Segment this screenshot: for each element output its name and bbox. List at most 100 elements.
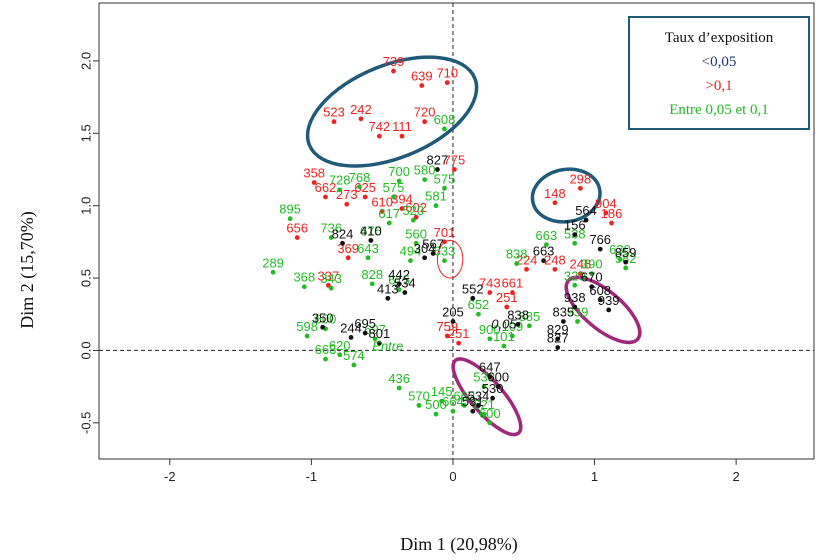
data-point: [553, 267, 558, 272]
data-point: [422, 177, 427, 182]
data-point-label: 663: [315, 342, 337, 357]
data-point: [419, 83, 424, 88]
data-point: [391, 195, 396, 200]
data-point-label: 827: [547, 331, 569, 346]
data-point: [606, 307, 611, 312]
annotation-label: 0,05: [491, 317, 517, 332]
x-tick-label: 2: [733, 469, 740, 484]
data-point-label: 768: [349, 170, 371, 185]
data-point-label: 410: [360, 223, 382, 238]
data-point: [442, 127, 447, 132]
data-point-label: 828: [361, 267, 383, 282]
data-point: [385, 296, 390, 301]
data-point: [598, 247, 603, 252]
data-point-label: 728: [329, 173, 351, 188]
data-point-label: 436: [388, 371, 410, 386]
data-point: [470, 296, 475, 301]
data-point: [445, 80, 450, 85]
data-point: [377, 134, 382, 139]
data-point: [402, 290, 407, 295]
data-point-label: 838: [506, 247, 528, 262]
data-point: [337, 352, 342, 357]
data-point: [351, 363, 356, 368]
data-point-label: 742: [368, 119, 390, 134]
data-point-label: 617: [378, 206, 400, 221]
data-point: [476, 312, 481, 317]
data-point-label: 939: [598, 293, 620, 308]
data-point-label: 350: [312, 310, 334, 325]
data-point: [422, 119, 427, 124]
data-point: [422, 255, 427, 260]
data-point-label: 608: [434, 112, 456, 127]
data-point: [572, 241, 577, 246]
data-point-label: 766: [589, 232, 611, 247]
data-point: [575, 319, 580, 324]
data-point: [363, 331, 368, 336]
data-point-label: 824: [332, 226, 354, 241]
data-point-label: 661: [502, 276, 524, 291]
data-point: [346, 255, 351, 260]
data-point: [470, 409, 475, 414]
x-tick-label: 0: [449, 469, 456, 484]
data-point-label: 639: [411, 69, 433, 84]
data-point: [344, 202, 349, 207]
data-point-label: 938: [564, 290, 586, 305]
data-point: [482, 412, 487, 417]
data-point-label: 663: [533, 244, 555, 259]
data-point-label: 186: [601, 206, 623, 221]
data-point-label: 251: [496, 290, 518, 305]
data-point: [553, 200, 558, 205]
x-axis-title: Dim 1 (20,98%): [400, 534, 517, 555]
data-point: [357, 184, 362, 189]
y-tick-label: -0.5: [78, 412, 93, 434]
data-point: [514, 261, 519, 266]
data-point-label: 739: [383, 54, 405, 69]
y-tick-label: 1.5: [78, 124, 93, 142]
data-point: [387, 221, 392, 226]
data-point: [487, 420, 492, 425]
data-point-label: 343: [320, 271, 342, 286]
legend-entry: >0,1: [705, 78, 732, 94]
data-point-label: 720: [414, 105, 436, 120]
x-tick-label: -1: [306, 469, 318, 484]
data-point-label: 835: [553, 304, 575, 319]
data-point: [337, 187, 342, 192]
data-point-label: 567: [422, 236, 444, 251]
data-point-label: 564: [575, 203, 597, 218]
x-tick-label: 1: [591, 469, 598, 484]
y-axis-title: Dim 2 (15,70%): [17, 211, 38, 328]
data-point-label: 244: [340, 320, 362, 335]
data-point: [490, 396, 495, 401]
data-point: [411, 218, 416, 223]
data-point: [442, 258, 447, 263]
data-point: [609, 221, 614, 226]
data-point: [417, 403, 422, 408]
data-point: [320, 325, 325, 330]
y-tick-label: 0.5: [78, 269, 93, 287]
data-point-label: 859: [615, 245, 637, 260]
data-point: [349, 335, 354, 340]
data-point-label: 895: [279, 202, 301, 217]
legend-title: Taux d’exposition: [665, 30, 774, 46]
data-point: [451, 319, 456, 324]
data-point: [578, 186, 583, 191]
y-tick-label: 1.0: [78, 197, 93, 215]
data-point-label: 368: [293, 270, 315, 285]
data-point: [305, 334, 310, 339]
data-point-label: 298: [570, 171, 592, 186]
data-point: [555, 345, 560, 350]
data-point-label: 700: [388, 164, 410, 179]
data-point: [431, 251, 436, 256]
data-point: [368, 238, 373, 243]
y-tick-label: 0.0: [78, 341, 93, 359]
data-point-label: 575: [434, 171, 456, 186]
data-point: [302, 284, 307, 289]
data-point-label: 111: [392, 119, 412, 134]
data-point: [332, 119, 337, 124]
data-point: [400, 134, 405, 139]
data-point: [370, 281, 375, 286]
data-point-label: 710: [436, 66, 458, 81]
data-point: [623, 260, 628, 265]
data-point: [288, 216, 293, 221]
